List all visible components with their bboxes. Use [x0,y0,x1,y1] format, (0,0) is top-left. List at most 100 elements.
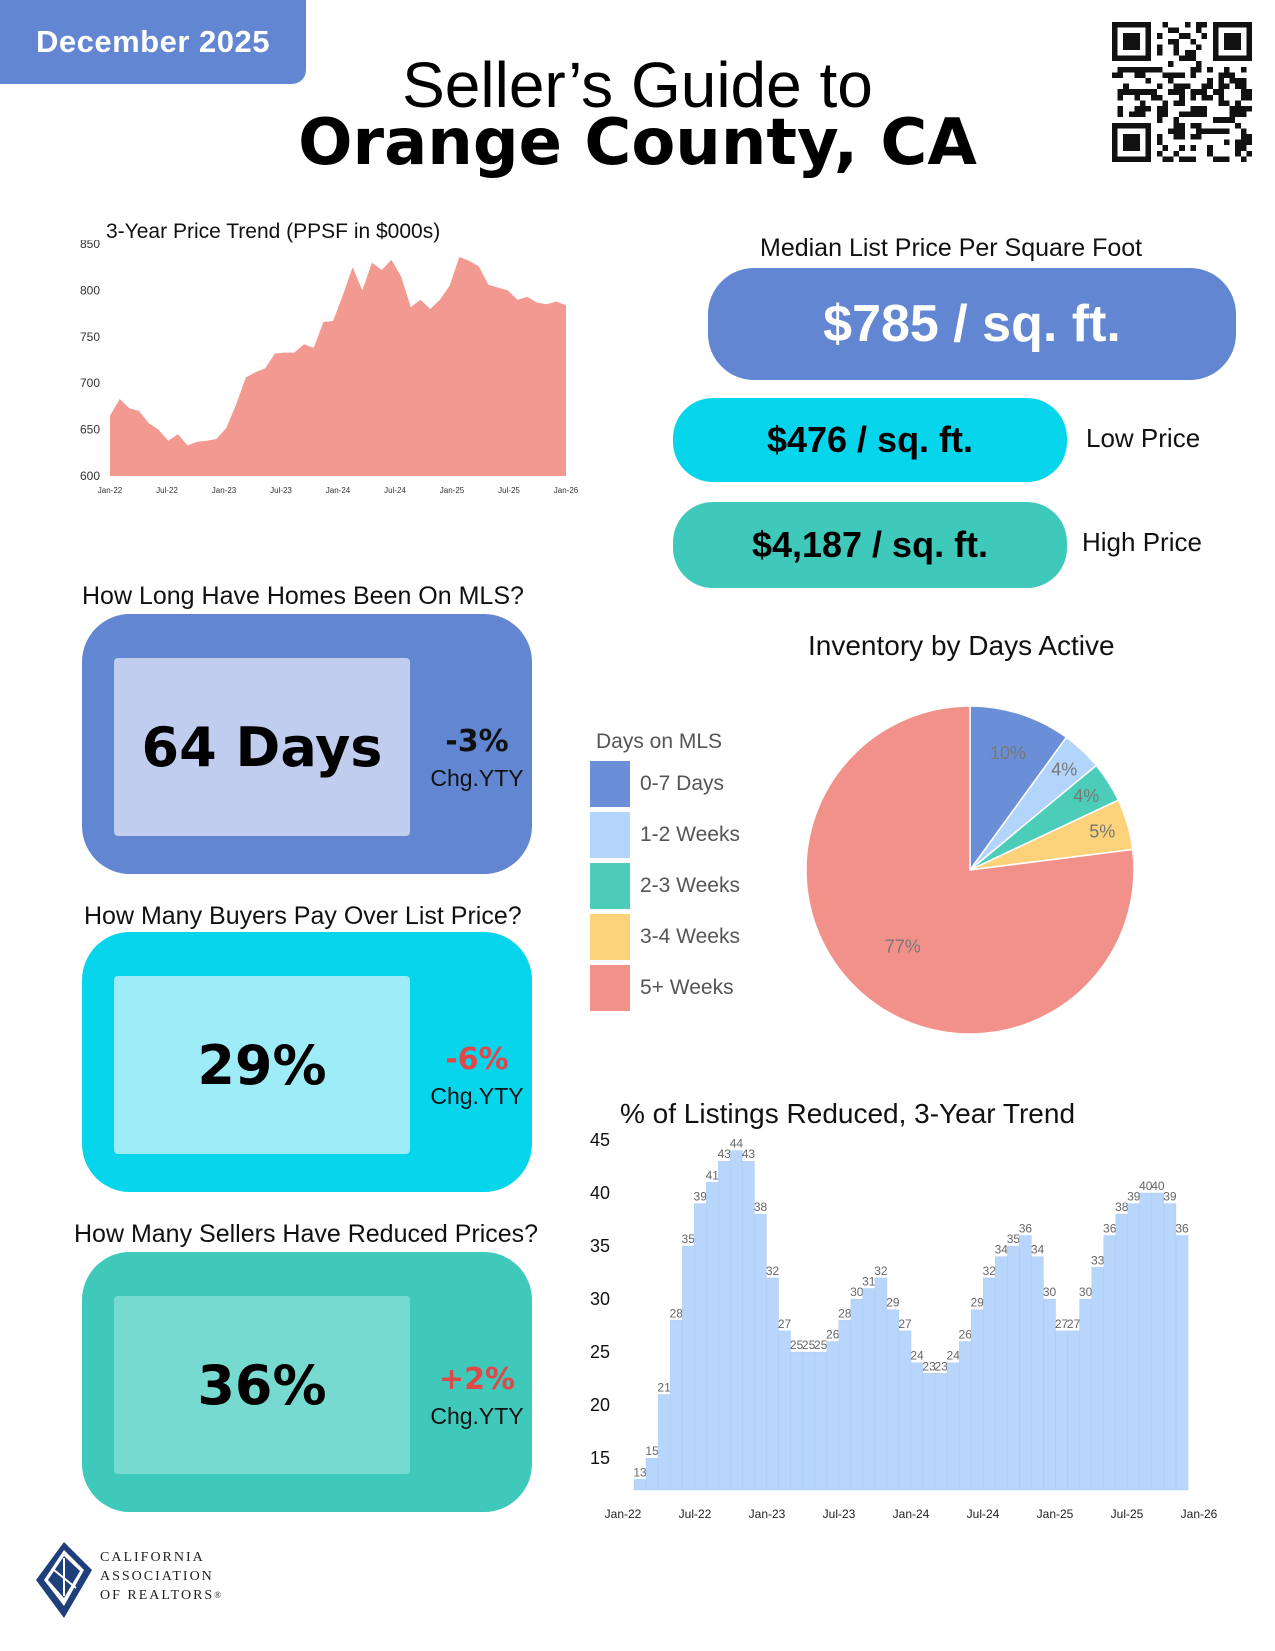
bar [814,1351,827,1491]
bar [922,1373,936,1491]
mls-days-card: 64 Days -3% Chg.YTY [82,614,532,874]
bar [910,1362,924,1491]
bar [934,1373,948,1491]
bar [862,1288,876,1491]
bar-value-label: 32 [766,1264,780,1278]
car-line2: ASSOCIATION [100,1569,214,1584]
legend-swatch [590,914,630,960]
car-logo-icon [36,1542,92,1618]
bar-value-label: 32 [874,1264,888,1278]
x-tick-label: Jul-22 [156,486,178,495]
low-price-pill: $476 / sq. ft. [673,398,1067,482]
legend-swatch [590,863,630,909]
bar-value-label: 27 [898,1317,912,1331]
bar-value-label: 44 [730,1137,744,1151]
legend-item: 2-3 Weeks [590,863,790,909]
y-tick-label: 25 [590,1342,610,1362]
bar [946,1362,960,1491]
y-tick-label: 650 [80,423,100,437]
x-tick-label: Jul-23 [823,1507,856,1521]
bar-value-label: 35 [682,1232,696,1246]
bar-value-label: 21 [657,1381,671,1395]
bar-value-label: 23 [934,1359,948,1373]
bar-value-label: 34 [1031,1243,1045,1257]
price-trend-chart: 850 800 750 700 650 600 Jan-22 Jul-22 Jan-23 Jul-… [80,240,579,495]
bar-value-label: 36 [1103,1222,1117,1236]
bar [1067,1330,1080,1491]
y-tick-label: 850 [80,240,100,251]
reduced-prices-card: 36% +2% Chg.YTY [82,1252,532,1512]
bar-value-label: 43 [718,1147,732,1161]
bar [898,1330,912,1491]
reduced-prices-value: 36% [114,1296,410,1474]
bar [1103,1235,1116,1491]
x-tick-label: Jan-22 [98,486,123,495]
legend-label: 2-3 Weeks [640,874,740,897]
bar-value-label: 38 [754,1200,768,1214]
x-tick-label: Jul-24 [967,1507,1000,1521]
x-tick-label: Jul-22 [679,1507,712,1521]
bar-value-label: 27 [1067,1317,1081,1331]
mls-days-value: 64 Days [114,658,410,836]
legend-item: 3-4 Weeks [590,914,790,960]
bar [838,1320,851,1491]
over-list-change: -6% Chg.YTY [422,1042,532,1110]
bar-value-label: 27 [778,1317,792,1331]
qr-code-icon[interactable] [1112,22,1252,162]
bar-value-label: 36 [1019,1222,1033,1236]
mls-days-change: -3% Chg.YTY [422,724,532,792]
legend-label: 3-4 Weeks [640,925,740,948]
y-tick-label: 35 [590,1236,610,1256]
bar [754,1213,767,1491]
bar-value-label: 36 [1175,1222,1189,1236]
bar-value-label: 25 [802,1338,816,1352]
bar [718,1161,731,1491]
bar [886,1309,900,1491]
bar [874,1277,888,1491]
bar [766,1277,779,1491]
pie-label: 5% [1089,822,1115,842]
bar [693,1203,707,1491]
bar [850,1298,864,1491]
y-tick-label: 600 [80,469,100,483]
legend-label: 1-2 Weeks [640,823,740,846]
date-tab: December 2025 [0,0,306,84]
inventory-title: Inventory by Days Active [808,630,1115,661]
x-tick-label: Jan-24 [893,1507,930,1521]
median-price-pill: $785 / sq. ft. [708,268,1236,380]
y-tick-label: 40 [590,1183,610,1203]
x-tick-label: Jan-22 [605,1507,642,1521]
pie-label: 4% [1051,760,1077,780]
bar [959,1341,972,1491]
mls-days-change-label: Chg.YTY [430,765,524,791]
y-tick-label: 15 [590,1448,610,1468]
x-tick-label: Jan-23 [749,1507,786,1521]
bar [1139,1192,1153,1491]
car-reg-mark: ® [214,1590,224,1600]
bar [790,1351,803,1491]
bar [706,1182,719,1491]
price-trend-area [110,257,566,476]
pie-label: 77% [885,936,921,956]
pie-label: 4% [1073,786,1099,806]
bar-value-label: 33 [1091,1253,1105,1267]
bar-value-label: 24 [910,1349,924,1363]
over-list-card: 29% -6% Chg.YTY [82,932,532,1192]
bar-value-label: 26 [959,1328,973,1342]
bar-value-label: 40 [1139,1179,1153,1193]
bar [1019,1235,1032,1491]
over-list-value: 29% [114,976,410,1154]
bar [826,1341,839,1491]
pie-slice [805,705,1135,1035]
inventory-pie-chart: 10% 4% 4% 5% 77% [805,705,1135,1035]
bar-value-label: 29 [971,1296,985,1310]
x-tick-label: Jan-25 [1037,1507,1074,1521]
bar [1163,1203,1177,1491]
legend-title: Days on MLS [596,730,723,753]
legend-label: 0-7 Days [640,772,725,795]
y-tick-label: 20 [590,1395,610,1415]
median-price-title: Median List Price Per Square Foot [760,234,1143,262]
reduced-prices-change: +2% Chg.YTY [422,1362,532,1430]
bar-value-label: 30 [850,1285,864,1299]
legend-swatch [590,965,630,1011]
